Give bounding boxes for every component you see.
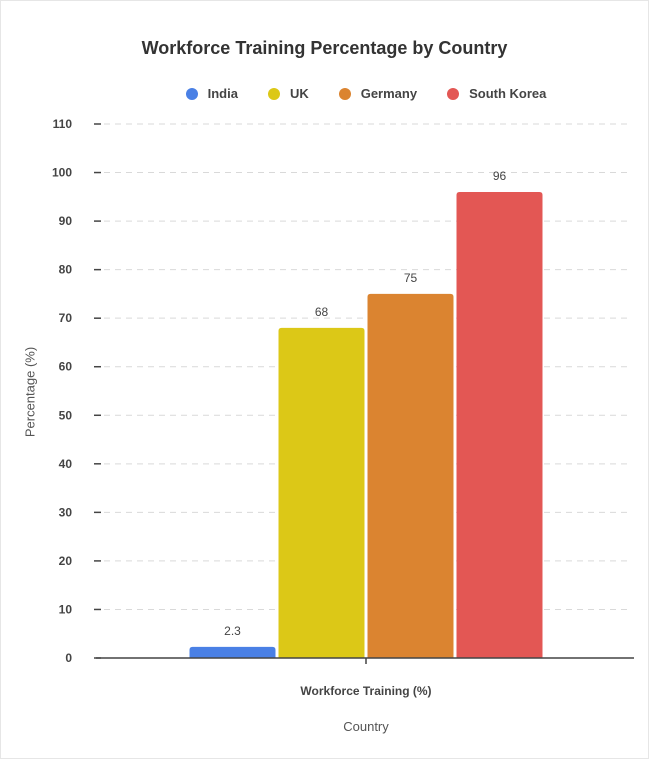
y-tick-label: 60 xyxy=(59,360,73,374)
y-tick-label: 80 xyxy=(59,263,73,277)
y-tick-label: 100 xyxy=(52,166,72,180)
y-tick-label: 90 xyxy=(59,214,73,228)
y-tick-label: 110 xyxy=(53,117,73,131)
y-tick-label: 50 xyxy=(59,408,73,422)
chart-title: Workforce Training Percentage by Country xyxy=(141,38,508,58)
legend-label: India xyxy=(207,86,238,101)
x-category-label: Workforce Training (%) xyxy=(300,684,432,698)
legend-item-uk[interactable]: UK xyxy=(267,86,309,101)
y-tick-label: 70 xyxy=(59,311,73,325)
bar xyxy=(456,191,543,659)
y-axis-label: Percentage (%) xyxy=(22,346,38,438)
legend-item-india[interactable]: India xyxy=(185,86,238,101)
legend-swatch xyxy=(185,87,198,100)
legend-item-germany[interactable]: Germany xyxy=(338,86,418,101)
legend-label: Germany xyxy=(360,86,418,101)
legend-swatch xyxy=(267,87,280,100)
legend-label: South Korea xyxy=(469,86,547,101)
y-tick-label: 10 xyxy=(59,602,73,616)
data-label: 68 xyxy=(315,305,329,319)
bar xyxy=(367,293,454,658)
legend-swatch xyxy=(338,87,351,100)
y-tick-label: 30 xyxy=(59,505,73,519)
legend-label: UK xyxy=(289,86,309,101)
data-label: 75 xyxy=(404,271,418,285)
data-label: 2.3 xyxy=(224,624,241,638)
legend: India UK Germany South Korea xyxy=(0,86,649,101)
legend-item-south-korea[interactable]: South Korea xyxy=(447,86,546,101)
legend-swatch xyxy=(447,87,460,100)
x-axis-label: Country xyxy=(343,719,389,734)
bar xyxy=(189,646,276,658)
bar xyxy=(278,327,365,658)
y-tick-label: 20 xyxy=(59,554,73,568)
y-tick-label: 40 xyxy=(59,457,73,471)
y-tick-label: 0 xyxy=(65,651,72,665)
data-label: 96 xyxy=(493,169,507,183)
